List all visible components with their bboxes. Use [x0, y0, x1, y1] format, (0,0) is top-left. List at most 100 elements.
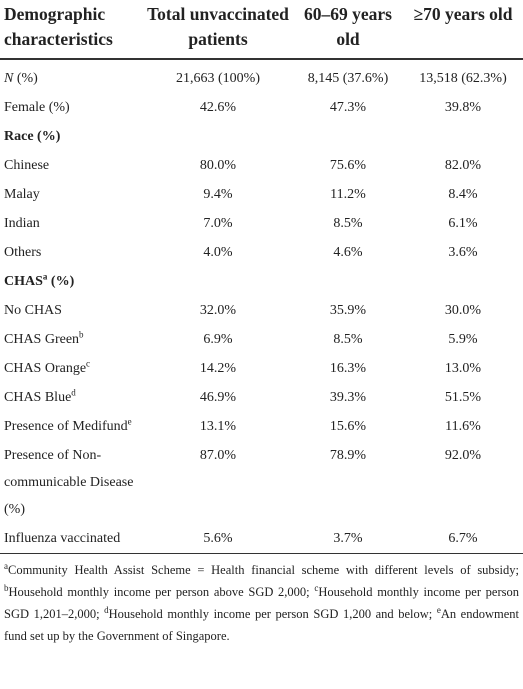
row-label: CHASa (%): [0, 267, 143, 296]
column-header: Demographic characteristics: [4, 4, 113, 49]
label-text: Race (%): [4, 129, 61, 144]
cell-value: 11.6%: [445, 419, 481, 434]
label-suffix: (%): [47, 274, 75, 289]
cell-value: 8.5%: [333, 332, 363, 347]
label-text: Influenza vaccinated: [4, 531, 121, 546]
cell-value: 6.7%: [448, 531, 478, 546]
row-label: CHAS Orangec: [0, 354, 143, 383]
empty-cell: [143, 122, 523, 151]
footnote-text: Community Health Assist Scheme = Health …: [8, 563, 519, 577]
footnote-mark: e: [127, 416, 132, 427]
table-row: No CHAS 32.0% 35.9% 30.0%: [0, 296, 523, 325]
row-label: N (%): [0, 59, 143, 93]
table-row: CHASa (%): [0, 267, 523, 296]
cell-value: 5.9%: [448, 332, 478, 347]
footnote-mark: e: [436, 604, 441, 615]
cell-value: 39.8%: [444, 100, 482, 115]
row-label: Indian: [0, 209, 143, 238]
footnote-mark: b: [79, 329, 84, 340]
cell-value: 7.0%: [203, 216, 233, 231]
label-text: (%): [13, 71, 38, 86]
footnote-mark: b: [4, 582, 9, 593]
cell-value: 75.6%: [329, 158, 367, 173]
footnote-text: Household monthly income per person abov…: [8, 585, 315, 599]
footnote-mark: a: [42, 271, 48, 282]
footnote-text: Household monthly income per person SGD …: [108, 607, 437, 621]
cell-value: 4.6%: [333, 245, 363, 260]
label-text: Female (%): [4, 100, 70, 115]
cell-value: 80.0%: [199, 158, 237, 173]
row-label: Female (%): [0, 93, 143, 122]
table-row: Race (%): [0, 122, 523, 151]
cell-value: 13.1%: [199, 419, 237, 434]
row-label: Malay: [0, 180, 143, 209]
cell-value: 82.0%: [444, 158, 482, 173]
label-text: CHAS Blue: [4, 390, 72, 405]
cell-value: 42.6%: [199, 100, 237, 115]
cell-value: 13.0%: [444, 361, 482, 376]
cell-value: 47.3%: [329, 100, 367, 115]
label-text: CHAS Orange: [4, 361, 87, 376]
table-row: CHAS Orangec 14.2% 16.3% 13.0%: [0, 354, 523, 383]
cell-value: 15.6%: [329, 419, 367, 434]
label-text: Chinese: [4, 158, 50, 173]
row-label: CHAS Greenb: [0, 325, 143, 354]
label-italic: N: [4, 71, 14, 86]
table-row: Others 4.0% 4.6% 3.6%: [0, 238, 523, 267]
table-row: CHAS Blued 46.9% 39.3% 51.5%: [0, 383, 523, 412]
row-label: CHAS Blued: [0, 383, 143, 412]
row-label: Race (%): [0, 122, 143, 151]
cell-value: 8.4%: [448, 187, 478, 202]
footnotes: aCommunity Health Assist Scheme = Health…: [0, 554, 523, 647]
cell-value: 32.0%: [199, 303, 237, 318]
cell-value: 21,663 (100%): [176, 71, 260, 86]
cell-value: 87.0%: [199, 448, 237, 463]
cell-value: 46.9%: [199, 390, 237, 405]
cell-value: 11.2%: [330, 187, 366, 202]
cell-value: 6.9%: [203, 332, 233, 347]
table-row: CHAS Greenb 6.9% 8.5% 5.9%: [0, 325, 523, 354]
row-label: Chinese: [0, 151, 143, 180]
cell-value: 3.7%: [333, 531, 363, 546]
cell-value: 39.3%: [329, 390, 367, 405]
cell-value: 78.9%: [329, 448, 367, 463]
label-text: Malay: [4, 187, 40, 202]
table-row: Chinese 80.0% 75.6% 82.0%: [0, 151, 523, 180]
table-row: Presence of Non-communicable Disease (%)…: [0, 441, 523, 524]
label-text: Indian: [4, 216, 40, 231]
table-row: Malay 9.4% 11.2% 8.4%: [0, 180, 523, 209]
label-text: No CHAS: [4, 303, 62, 318]
cell-value: 5.6%: [203, 531, 233, 546]
column-header: 60–69 years old: [304, 4, 392, 49]
table-row: Indian 7.0% 8.5% 6.1%: [0, 209, 523, 238]
cell-value: 30.0%: [444, 303, 482, 318]
label-text: Others: [4, 245, 42, 260]
footnote-mark: d: [71, 387, 76, 398]
footnote-text: An endowment fund set up by the Governme…: [4, 607, 520, 643]
cell-value: 9.4%: [203, 187, 233, 202]
row-label: Others: [0, 238, 143, 267]
column-header: ≥70 years old: [413, 4, 513, 24]
row-label: Influenza vaccinated: [0, 524, 143, 554]
cell-value: 13,518 (62.3%): [419, 71, 507, 86]
label-text: CHAS Green: [4, 332, 80, 347]
footnote-mark: a: [4, 560, 8, 571]
cell-value: 8,145 (37.6%): [307, 71, 389, 86]
cell-value: 35.9%: [329, 303, 367, 318]
label-text: Presence of Medifund: [4, 419, 128, 434]
header-row: Demographic characteristics Total unvacci…: [0, 0, 523, 59]
footnote-mark: d: [104, 604, 109, 615]
cell-value: 4.0%: [203, 245, 233, 260]
table-row: N (%) 21,663 (100%) 8,145 (37.6%) 13,518 (6…: [0, 59, 523, 93]
cell-value: 14.2%: [199, 361, 237, 376]
row-label: Presence of Non-communicable Disease (%): [0, 441, 143, 524]
label-text: CHAS: [4, 274, 43, 289]
cell-value: 3.6%: [448, 245, 478, 260]
row-label: Presence of Medifunde: [0, 412, 143, 441]
footnote-mark: c: [86, 358, 91, 369]
cell-value: 51.5%: [444, 390, 482, 405]
table-row: Female (%) 42.6% 47.3% 39.8%: [0, 93, 523, 122]
cell-value: 8.5%: [333, 216, 363, 231]
table-row: Presence of Medifunde 13.1% 15.6% 11.6%: [0, 412, 523, 441]
